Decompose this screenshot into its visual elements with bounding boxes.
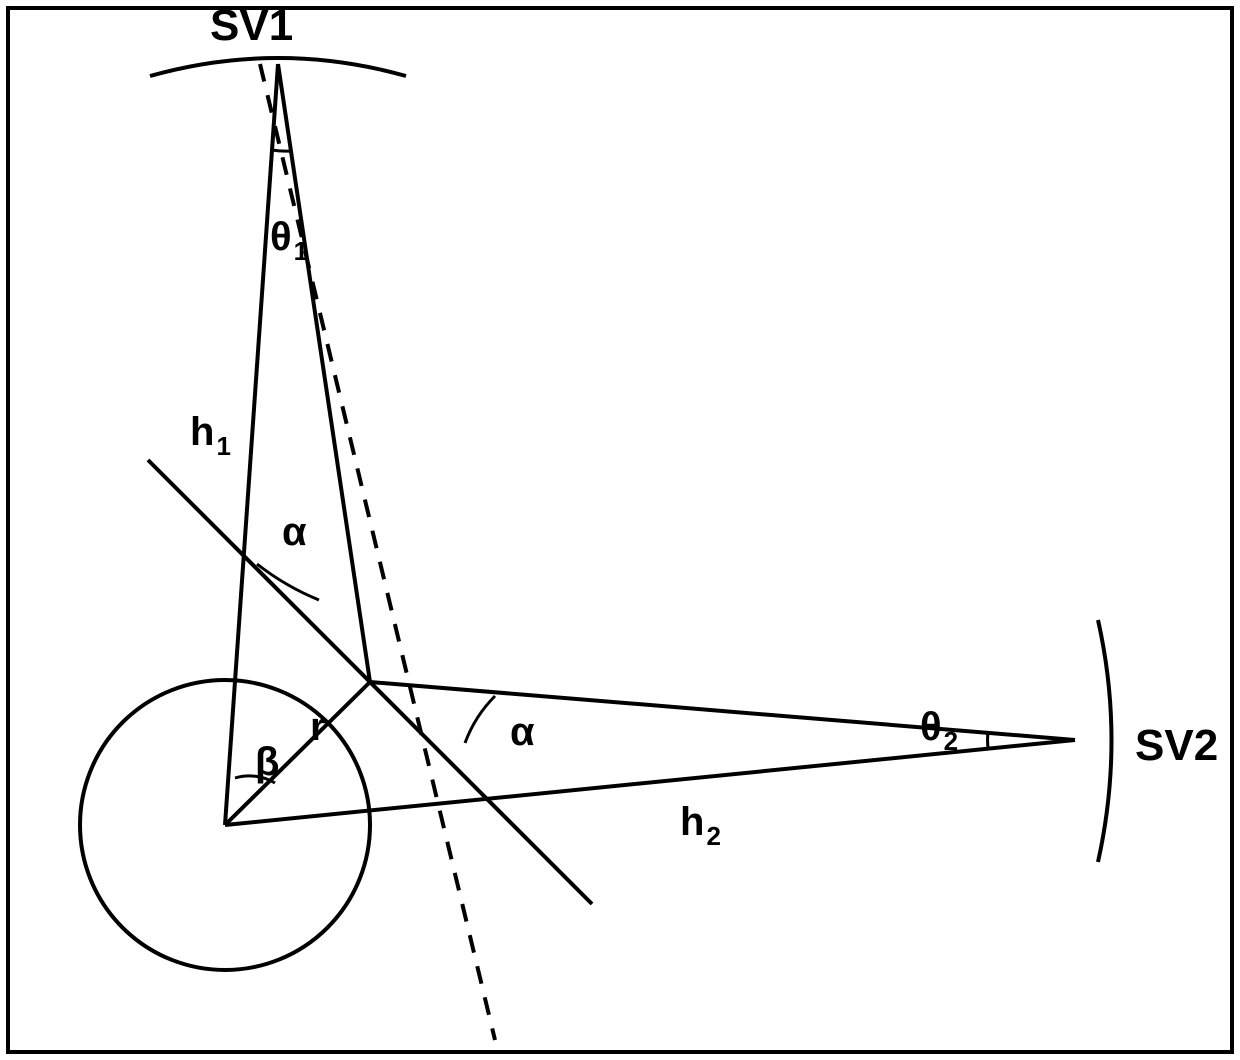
label-theta2-sub: 2 (944, 726, 958, 756)
angle-arc-theta1 (272, 150, 291, 151)
line-P-to-SV1 (278, 64, 370, 682)
label-h1: h1 (190, 410, 231, 461)
label-sv2: SV2 (1135, 721, 1218, 770)
label-theta2: θ2 (920, 705, 958, 756)
angle-arc-alpha-right (465, 696, 495, 743)
line-O-to-P (225, 682, 370, 825)
label-sv1: SV1 (210, 1, 293, 50)
label-alpha-right: α (510, 710, 535, 754)
label-r: r (310, 705, 326, 749)
label-beta: β (255, 740, 279, 784)
line-O-to-SV1 (225, 64, 278, 825)
label-h1-main: h (190, 410, 214, 454)
label-h2-main: h (680, 800, 704, 844)
label-theta2-main: θ (920, 705, 942, 749)
frame-border (8, 8, 1232, 1052)
sv2-orbit-arc (1098, 620, 1112, 862)
label-h2: h2 (680, 800, 721, 851)
line-P-to-SV2 (370, 682, 1075, 740)
angle-arc-alpha-top (257, 564, 319, 600)
label-h1-sub: 1 (216, 431, 230, 461)
label-theta1-main: θ (270, 215, 292, 259)
label-theta1-sub: 1 (294, 236, 308, 266)
label-h2-sub: 2 (706, 821, 720, 851)
label-alpha-top: α (282, 510, 307, 554)
